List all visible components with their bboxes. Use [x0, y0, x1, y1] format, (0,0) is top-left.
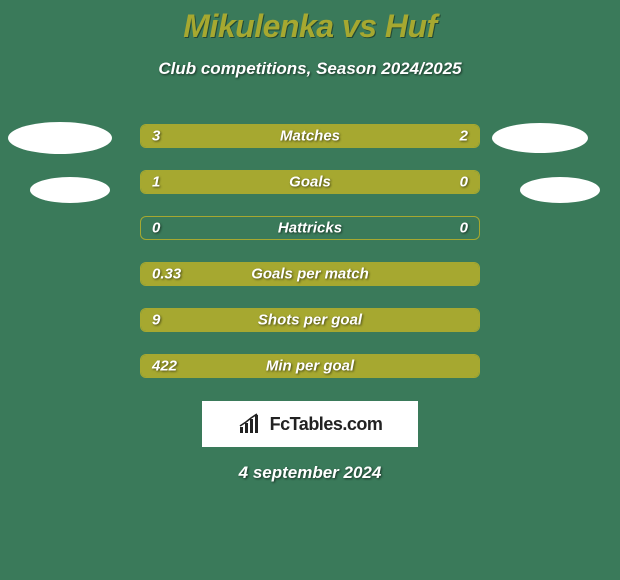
bar-track [140, 262, 480, 286]
bar-right-fill [401, 171, 479, 193]
bar-left-fill [141, 263, 479, 285]
bar-right-fill [344, 125, 479, 147]
metric-row: 1Goals0 [0, 159, 620, 205]
metric-row: 0.33Goals per match [0, 251, 620, 297]
bar-track [140, 308, 480, 332]
metric-row: 0Hattricks0 [0, 205, 620, 251]
page-title: Mikulenka vs Huf [0, 8, 620, 45]
metrics-list: 3Matches21Goals00Hattricks00.33Goals per… [0, 113, 620, 389]
logo-box: FcTables.com [202, 401, 418, 447]
bar-left-fill [141, 309, 479, 331]
comparison-card: Mikulenka vs Huf Club competitions, Seas… [0, 0, 620, 580]
metric-row: 3Matches2 [0, 113, 620, 159]
subtitle: Club competitions, Season 2024/2025 [0, 59, 620, 79]
bar-track [140, 170, 480, 194]
bar-left-fill [141, 355, 479, 377]
bar-track [140, 124, 480, 148]
bar-track [140, 354, 480, 378]
bar-track [140, 216, 480, 240]
metric-row: 422Min per goal [0, 343, 620, 389]
fctables-icon [238, 413, 264, 435]
metric-row: 9Shots per goal [0, 297, 620, 343]
bar-left-fill [141, 171, 401, 193]
logo-text: FcTables.com [270, 414, 383, 435]
date-label: 4 september 2024 [0, 463, 620, 483]
bar-left-fill [141, 125, 344, 147]
